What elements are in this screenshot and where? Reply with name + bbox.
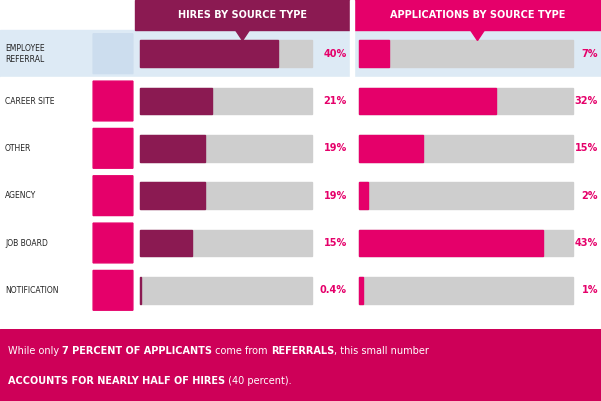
Bar (0, 30, 601, 77)
Bar (140, 88, 312, 114)
Polygon shape (236, 30, 249, 41)
Bar (359, 41, 573, 67)
Bar (0, 172, 601, 219)
Text: ACCOUNTS FOR NEARLY HALF OF HIRES: ACCOUNTS FOR NEARLY HALF OF HIRES (8, 376, 225, 386)
Text: 0.4%: 0.4% (320, 286, 347, 295)
Bar (359, 135, 573, 162)
Bar (140, 135, 206, 162)
Text: REFERRALS: REFERRALS (271, 346, 334, 356)
Bar (359, 230, 573, 256)
FancyBboxPatch shape (93, 223, 133, 263)
Bar (359, 277, 363, 304)
Text: (40 percent).: (40 percent). (225, 376, 291, 386)
Text: AGENCY: AGENCY (5, 191, 36, 200)
Text: APPLICATIONS BY SOURCE TYPE: APPLICATIONS BY SOURCE TYPE (390, 10, 565, 20)
Bar (354, 0, 601, 30)
Text: , this small number: , this small number (334, 346, 429, 356)
Bar (359, 88, 573, 114)
Bar (140, 88, 212, 114)
Bar (359, 277, 573, 304)
FancyBboxPatch shape (93, 128, 133, 168)
Bar (140, 230, 312, 256)
Text: 7 PERCENT OF APPLICANTS: 7 PERCENT OF APPLICANTS (63, 346, 212, 356)
Bar (135, 0, 350, 30)
Text: CAREER SITE: CAREER SITE (5, 97, 55, 105)
Bar (359, 182, 368, 209)
Bar (140, 41, 278, 67)
Text: 19%: 19% (324, 190, 347, 200)
Bar (0, 77, 601, 125)
Text: 21%: 21% (324, 96, 347, 106)
Text: come from: come from (212, 346, 271, 356)
Text: 19%: 19% (324, 143, 347, 153)
Text: 40%: 40% (324, 49, 347, 59)
Bar (0, 219, 601, 267)
Bar (0, 125, 601, 172)
Bar (350, 0, 354, 314)
Text: OTHER: OTHER (5, 144, 31, 153)
Text: 32%: 32% (575, 96, 598, 106)
Text: 43%: 43% (575, 238, 598, 248)
Text: 15%: 15% (575, 143, 598, 153)
FancyBboxPatch shape (93, 81, 133, 121)
Bar (140, 230, 192, 256)
Bar (359, 182, 573, 209)
Bar (140, 135, 312, 162)
Text: JOB BOARD: JOB BOARD (5, 239, 48, 247)
Bar (359, 88, 496, 114)
Bar (140, 277, 312, 304)
Text: While only: While only (8, 346, 63, 356)
Bar (140, 277, 141, 304)
Bar (140, 182, 312, 209)
Bar (0, 267, 601, 314)
FancyBboxPatch shape (93, 34, 133, 73)
Bar (359, 41, 389, 67)
Text: NOTIFICATION: NOTIFICATION (5, 286, 58, 295)
FancyBboxPatch shape (93, 270, 133, 310)
Text: 1%: 1% (582, 286, 598, 295)
Text: HIRES BY SOURCE TYPE: HIRES BY SOURCE TYPE (178, 10, 307, 20)
Text: 7%: 7% (582, 49, 598, 59)
Bar (359, 230, 543, 256)
Text: 2%: 2% (582, 190, 598, 200)
Polygon shape (471, 30, 484, 41)
Text: 15%: 15% (324, 238, 347, 248)
Bar (140, 182, 206, 209)
FancyBboxPatch shape (93, 176, 133, 216)
Bar (359, 135, 423, 162)
Bar (140, 41, 312, 67)
Text: EMPLOYEE
REFERRAL: EMPLOYEE REFERRAL (5, 44, 44, 64)
